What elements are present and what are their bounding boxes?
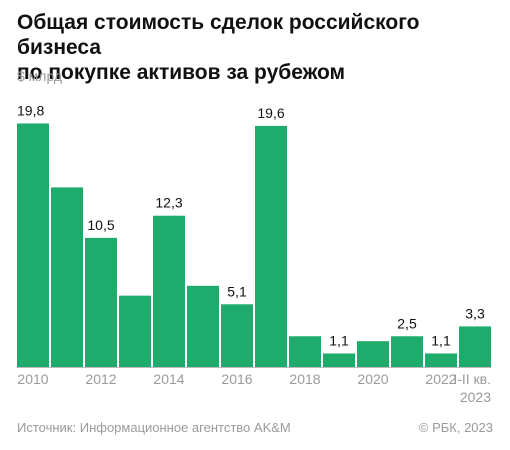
bar-chart: 19,8 10,5 12,3 5,1 19,6 1,1 2,5 1,1 3,3 2010 2012 2… xyxy=(17,102,491,405)
x-tick-label: I-II кв. xyxy=(453,371,491,387)
bar-2018 xyxy=(289,336,321,367)
bar-2012 xyxy=(85,237,117,367)
bar-2019 xyxy=(323,353,355,367)
data-label: 5,1 xyxy=(227,283,247,299)
data-label: 19,8 xyxy=(17,102,44,118)
bar-2020 xyxy=(357,341,389,367)
x-tick-label: 2023 xyxy=(460,389,491,405)
title-line-1: Общая стоимость сделок российского бизне… xyxy=(17,11,420,59)
bar-2010 xyxy=(17,123,49,368)
bar-I-II-кв.-2023 xyxy=(459,326,491,367)
bar-2015 xyxy=(187,285,219,367)
data-label: 1,1 xyxy=(329,332,349,348)
chart-title: Общая стоимость сделок российского бизне… xyxy=(17,10,497,85)
source-note: Источник: Информационное агентство AK&M xyxy=(17,420,291,435)
bar-2014 xyxy=(153,215,185,367)
data-label: 1,1 xyxy=(431,332,451,348)
x-tick-label: 2014 xyxy=(153,371,184,387)
x-tick-label: 2022 xyxy=(425,371,456,387)
x-tick-label: 2012 xyxy=(85,371,116,387)
bar-2011 xyxy=(51,187,83,367)
x-tick-label: 2020 xyxy=(357,371,388,387)
data-label: 10,5 xyxy=(87,217,114,233)
title-line-2: по покупке активов за рубежом xyxy=(17,61,346,84)
copyright-note: © РБК, 2023 xyxy=(418,420,493,435)
unit-label: $ млрд xyxy=(17,68,63,84)
x-tick-label: 2018 xyxy=(289,371,320,387)
data-label: 2,5 xyxy=(397,315,417,331)
x-tick-label: 2010 xyxy=(17,371,48,387)
data-label: 12,3 xyxy=(155,195,182,211)
data-label: 19,6 xyxy=(257,105,284,121)
bar-2022 xyxy=(425,353,457,367)
data-label: 3,3 xyxy=(465,305,485,321)
bar-2016 xyxy=(221,304,253,367)
x-tick-label: 2016 xyxy=(221,371,252,387)
bar-2021 xyxy=(391,336,423,367)
bar-2017 xyxy=(255,125,287,367)
bar-2013 xyxy=(119,295,151,367)
